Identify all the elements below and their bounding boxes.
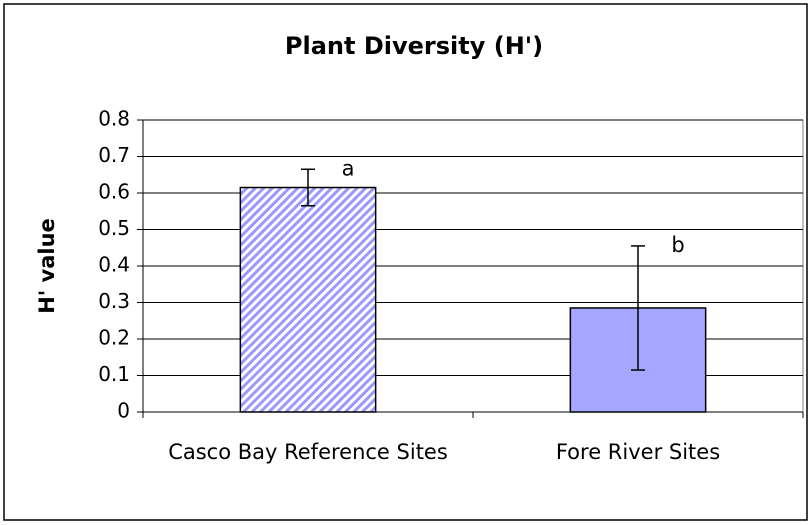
bar — [239, 186, 377, 413]
annotation: a — [342, 156, 355, 180]
x-tick-label: Casco Bay Reference Sites — [168, 440, 448, 464]
y-axis-label: H' value — [35, 218, 59, 314]
y-tick-label: 0.3 — [98, 289, 130, 313]
y-tick-label: 0.4 — [98, 253, 130, 277]
annotation: b — [671, 233, 684, 257]
y-tick-label: 0.6 — [98, 180, 130, 204]
y-tick-label: 0.7 — [98, 143, 130, 167]
y-tick-label: 0.8 — [98, 107, 130, 131]
chart-title: Plant Diversity (H') — [285, 32, 543, 60]
y-tick-label: 0.2 — [98, 326, 130, 350]
y-tick-label: 0.1 — [98, 362, 130, 386]
x-tick-label: Fore River Sites — [555, 440, 721, 464]
y-tick-label: 0 — [117, 399, 130, 423]
y-tick-label: 0.5 — [98, 216, 130, 240]
